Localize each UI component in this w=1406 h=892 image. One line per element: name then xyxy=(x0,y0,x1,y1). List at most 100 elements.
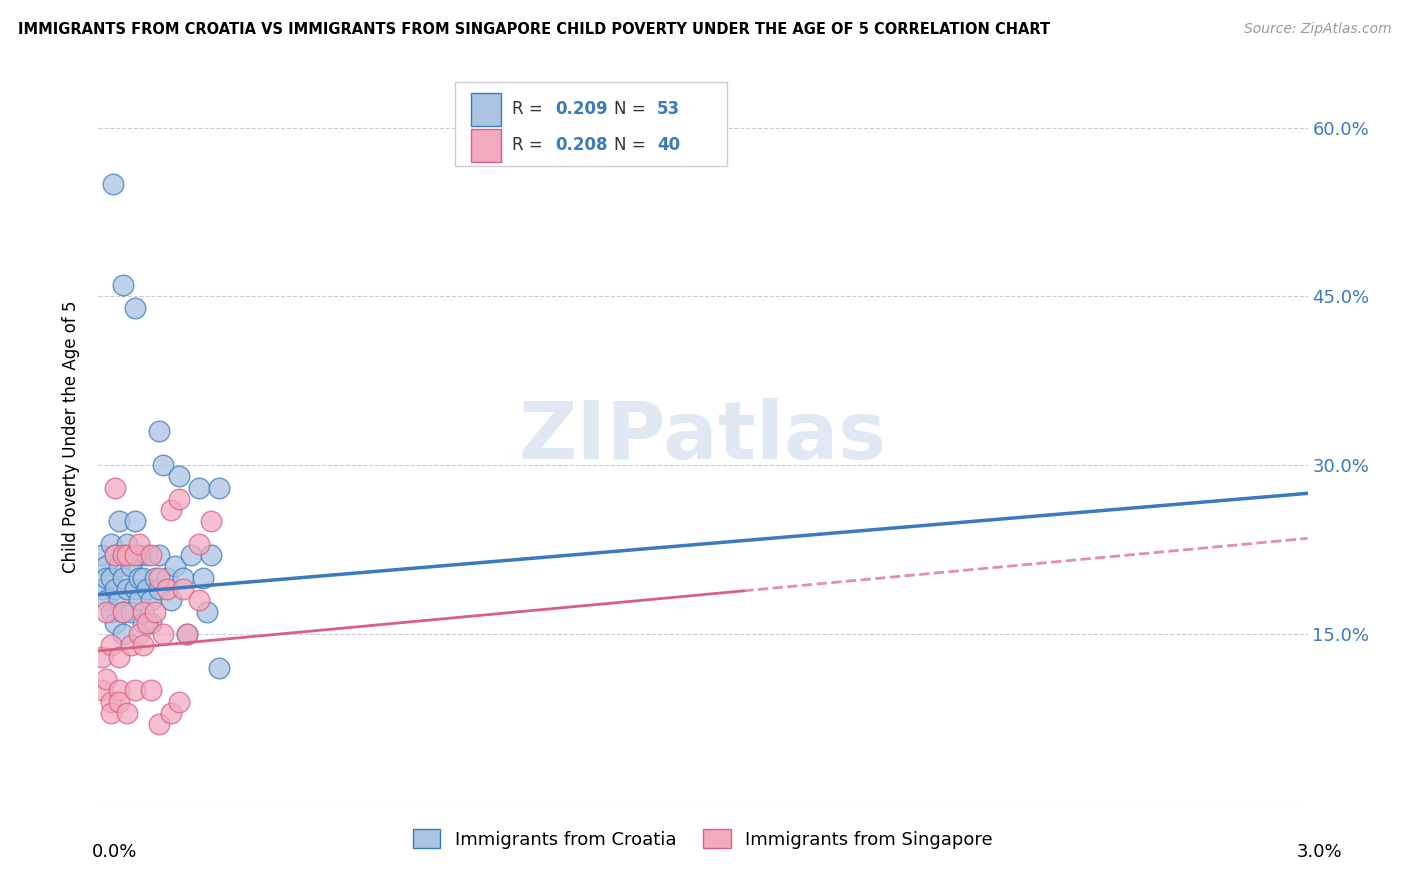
Text: 40: 40 xyxy=(657,136,681,154)
Point xyxy=(124,683,146,698)
Point xyxy=(148,425,170,439)
Point xyxy=(107,683,129,698)
Bar xyxy=(471,93,501,126)
Point xyxy=(208,481,231,495)
Point xyxy=(124,515,146,529)
Point xyxy=(188,481,211,495)
Point xyxy=(132,605,155,619)
Point xyxy=(91,582,114,596)
Point xyxy=(91,683,114,698)
Point xyxy=(160,593,183,607)
Point xyxy=(163,559,186,574)
Point xyxy=(148,548,170,562)
Point xyxy=(103,548,125,562)
Point xyxy=(139,548,162,562)
Point xyxy=(115,537,138,551)
Text: 3.0%: 3.0% xyxy=(1298,843,1343,861)
Point xyxy=(100,638,122,652)
Point xyxy=(96,571,118,585)
Point xyxy=(101,177,124,191)
Point xyxy=(172,582,194,596)
Point xyxy=(188,593,211,607)
Text: N =: N = xyxy=(613,100,651,119)
Point xyxy=(100,605,122,619)
Point xyxy=(96,605,118,619)
Point xyxy=(107,559,129,574)
Point xyxy=(128,627,150,641)
Point xyxy=(128,537,150,551)
Legend: Immigrants from Croatia, Immigrants from Singapore: Immigrants from Croatia, Immigrants from… xyxy=(406,822,1000,856)
Point xyxy=(132,638,155,652)
Point xyxy=(148,571,170,585)
Point xyxy=(124,301,146,315)
Point xyxy=(128,548,150,562)
Point xyxy=(152,627,174,641)
Point xyxy=(156,582,179,596)
FancyBboxPatch shape xyxy=(456,82,727,167)
Point xyxy=(148,582,170,596)
Point xyxy=(152,458,174,473)
Point xyxy=(107,593,129,607)
Point xyxy=(135,548,157,562)
Point xyxy=(107,694,129,708)
Point xyxy=(148,717,170,731)
Point xyxy=(107,649,129,664)
Point xyxy=(103,582,125,596)
Point xyxy=(139,683,162,698)
Point xyxy=(132,571,155,585)
Point xyxy=(128,571,150,585)
Point xyxy=(208,661,231,675)
Point xyxy=(111,278,134,293)
Point xyxy=(107,515,129,529)
Point xyxy=(180,548,202,562)
Point xyxy=(176,627,198,641)
Point xyxy=(115,582,138,596)
Y-axis label: Child Poverty Under the Age of 5: Child Poverty Under the Age of 5 xyxy=(62,301,80,574)
Text: 0.208: 0.208 xyxy=(555,136,607,154)
Point xyxy=(143,605,166,619)
Point xyxy=(100,537,122,551)
Point xyxy=(176,627,198,641)
Text: R =: R = xyxy=(512,100,548,119)
Point xyxy=(103,548,125,562)
Point xyxy=(167,491,190,506)
Point xyxy=(132,615,155,630)
Point xyxy=(100,571,122,585)
Point xyxy=(167,694,190,708)
Point xyxy=(172,571,194,585)
Point xyxy=(100,706,122,720)
Point xyxy=(111,627,134,641)
Point xyxy=(91,548,114,562)
Point xyxy=(115,548,138,562)
Point xyxy=(193,571,215,585)
Point xyxy=(195,605,218,619)
Point xyxy=(120,605,142,619)
Point xyxy=(160,706,183,720)
Text: ZIPatlas: ZIPatlas xyxy=(519,398,887,476)
Bar xyxy=(471,129,501,162)
Point xyxy=(91,649,114,664)
Point xyxy=(100,694,122,708)
Point xyxy=(135,615,157,630)
Point xyxy=(167,469,190,483)
Point xyxy=(111,571,134,585)
Point xyxy=(124,548,146,562)
Text: 0.0%: 0.0% xyxy=(91,843,136,861)
Point xyxy=(120,638,142,652)
Point xyxy=(135,582,157,596)
Point xyxy=(200,548,222,562)
Point xyxy=(96,672,118,686)
Point xyxy=(124,582,146,596)
Point xyxy=(96,593,118,607)
Point xyxy=(128,593,150,607)
Point xyxy=(156,571,179,585)
Text: 0.209: 0.209 xyxy=(555,100,609,119)
Point xyxy=(139,593,162,607)
Point xyxy=(103,615,125,630)
Point xyxy=(143,571,166,585)
Point xyxy=(111,548,134,562)
Text: 53: 53 xyxy=(657,100,681,119)
Text: IMMIGRANTS FROM CROATIA VS IMMIGRANTS FROM SINGAPORE CHILD POVERTY UNDER THE AGE: IMMIGRANTS FROM CROATIA VS IMMIGRANTS FR… xyxy=(18,22,1050,37)
Point xyxy=(103,481,125,495)
Point xyxy=(139,615,162,630)
